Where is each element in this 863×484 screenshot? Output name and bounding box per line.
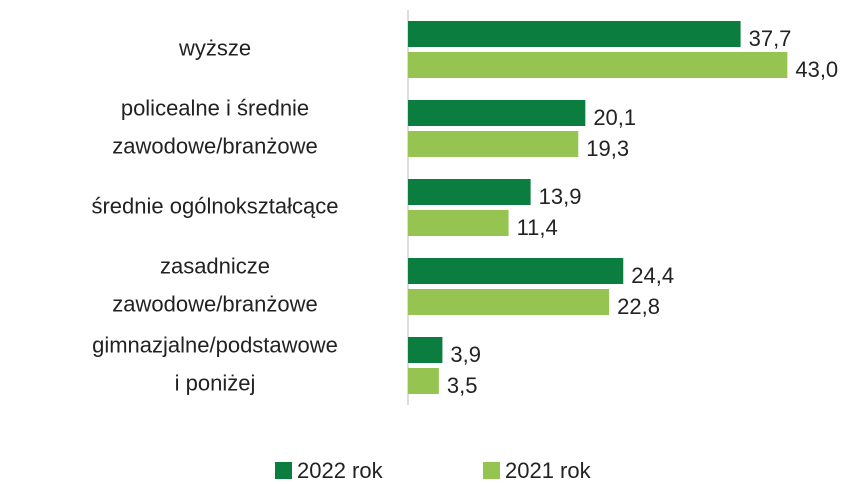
legend-label: 2022 rok xyxy=(297,458,384,483)
value-label: 22,8 xyxy=(617,294,660,319)
bar xyxy=(408,210,509,236)
legend-swatch xyxy=(275,462,292,479)
category-label: zasadnicze zawodowe/branżowe xyxy=(112,253,317,316)
value-label: 13,9 xyxy=(539,184,582,209)
bar xyxy=(408,21,741,47)
value-label: 37,7 xyxy=(749,26,792,51)
bar xyxy=(408,337,443,363)
legend-label: 2021 rok xyxy=(505,458,592,483)
category-label: gimnazjalne/podstawowe i poniżej xyxy=(92,332,338,395)
bar xyxy=(408,100,586,126)
bar xyxy=(408,52,788,78)
legend-swatch xyxy=(483,462,500,479)
bar xyxy=(408,131,579,157)
value-label: 20,1 xyxy=(593,105,636,130)
category-label: średnie ogólnokształcące xyxy=(91,193,338,218)
value-label: 19,3 xyxy=(586,136,629,161)
category-label: wyższe xyxy=(178,35,251,60)
value-label: 3,5 xyxy=(447,373,478,398)
value-label: 43,0 xyxy=(795,57,838,82)
bar xyxy=(408,368,439,394)
bar xyxy=(408,258,624,284)
value-label: 11,4 xyxy=(517,215,558,240)
bar xyxy=(408,289,610,315)
category-label: policealne i średnie zawodowe/branżowe xyxy=(112,95,317,158)
bar xyxy=(408,179,531,205)
value-label: 24,4 xyxy=(631,263,674,288)
value-label: 3,9 xyxy=(450,342,481,367)
